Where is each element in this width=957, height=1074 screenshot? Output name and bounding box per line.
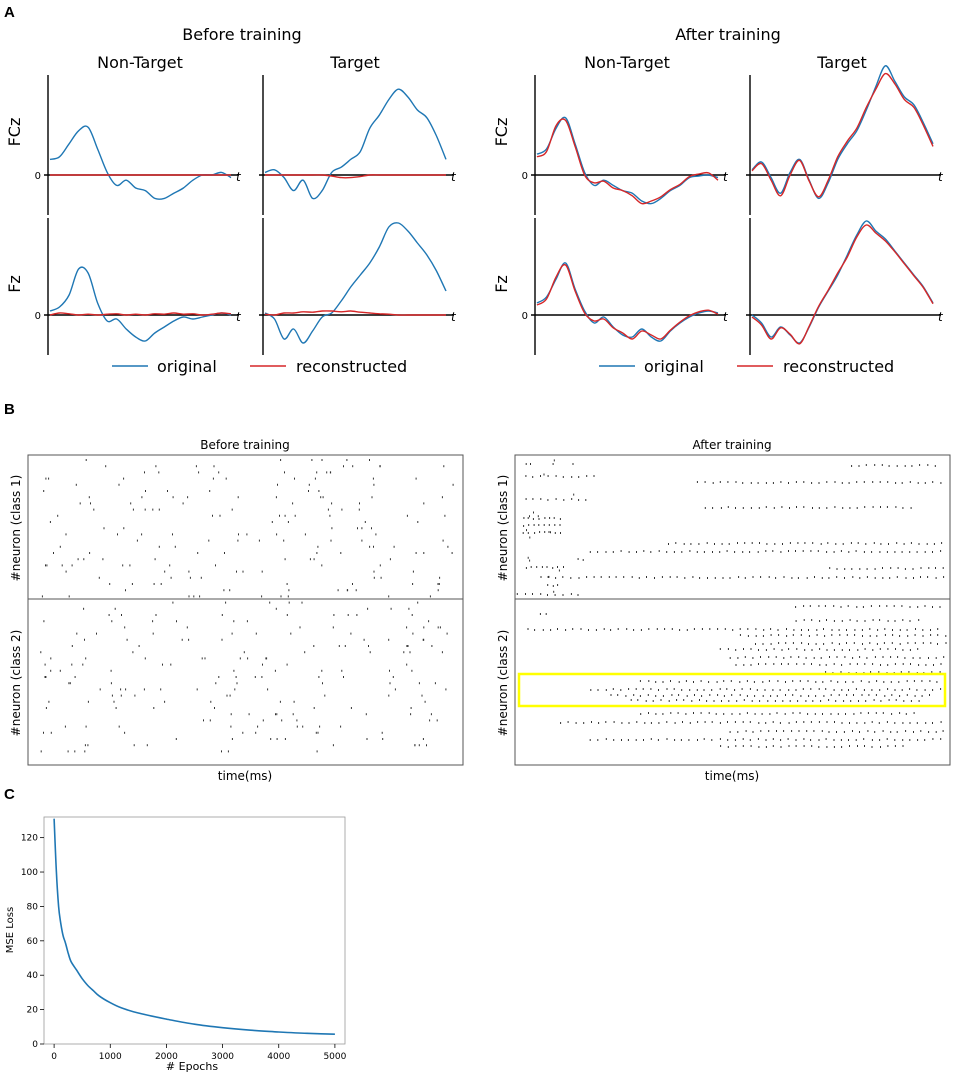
- erp-line-reconstructed-before-fz-nontarget: [49, 312, 232, 316]
- loss-ytick-label: 80: [27, 902, 39, 912]
- erp-line-original-after-fcz-nontarget: [536, 116, 719, 205]
- legend-label-reconstructed-after: reconstructed: [783, 357, 894, 376]
- channel-label-before-fz: Fz: [5, 275, 24, 293]
- erp-line-original-after-fcz-target: [751, 65, 934, 200]
- raster-ylabel-after-class1: #neuron (class 1): [496, 475, 510, 582]
- t-label-8: t: [938, 310, 944, 324]
- loss-xtick-label: 0: [51, 1052, 57, 1062]
- loss-ytick-label: 60: [27, 937, 39, 947]
- col-title-before-nontarget: Non-Target: [97, 53, 183, 72]
- zero-label-before-fz: 0: [35, 311, 41, 322]
- raster-title-after: After training: [692, 438, 771, 452]
- erp-line-original-before-fz-nontarget: [49, 266, 232, 342]
- legend-label-original-after: original: [644, 357, 704, 376]
- group-title-after: After training: [675, 25, 781, 44]
- channel-label-after-fcz: FCz: [492, 118, 511, 147]
- loss-ytick-label: 100: [21, 868, 38, 878]
- legend-before: original reconstructed: [112, 357, 407, 376]
- panel-b-raster: Before training After training #neuron (…: [9, 438, 951, 783]
- raster-title-before: Before training: [200, 438, 290, 452]
- loss-ytick-label: 0: [32, 1040, 38, 1050]
- raster-frame-after: [514, 454, 951, 766]
- loss-xtick-label: 5000: [323, 1052, 346, 1062]
- panel-label-a: A: [4, 4, 15, 21]
- loss-ylabel: MSE Loss: [5, 907, 16, 953]
- t-label-1: t: [236, 170, 242, 184]
- raster-frame-before: [27, 454, 464, 766]
- t-label-2: t: [451, 170, 457, 184]
- channel-label-after-fz: Fz: [492, 275, 511, 293]
- raster-ylabel-before-class2: #neuron (class 2): [9, 630, 23, 737]
- erp-line-original-before-fz-target: [264, 222, 447, 344]
- t-label-7: t: [723, 310, 729, 324]
- erp-line-reconstructed-after-fcz-nontarget: [536, 118, 719, 205]
- loss-ytick-label: 20: [27, 1006, 39, 1016]
- loss-xtick-label: 4000: [267, 1052, 290, 1062]
- group-title-before: Before training: [182, 25, 301, 44]
- zero-label-after-fcz: 0: [522, 171, 528, 182]
- erp-line-original-before-fcz-target: [264, 88, 447, 200]
- loss-series-line: [53, 818, 335, 1035]
- erp-line-reconstructed-before-fz-target: [264, 310, 446, 316]
- loss-ytick-label: 120: [21, 834, 38, 844]
- loss-axes-frame: [43, 816, 346, 1045]
- zero-label-before-fcz: 0: [35, 171, 41, 182]
- col-title-after-nontarget: Non-Target: [584, 53, 670, 72]
- panel-label-b: B: [4, 401, 15, 418]
- raster-xlabel-after: time(ms): [705, 769, 759, 783]
- t-label-5: t: [723, 170, 729, 184]
- loss-xtick-label: 1000: [99, 1052, 122, 1062]
- zero-label-after-fz: 0: [522, 311, 528, 322]
- t-label-3: t: [236, 310, 242, 324]
- erp-line-reconstructed-before-fcz-target: [265, 174, 446, 179]
- erp-line-original-after-fz-target: [751, 220, 934, 344]
- loss-xlabel: # Epochs: [166, 1060, 218, 1073]
- panel-a-erp: Before training After training Non-Targe…: [5, 25, 944, 376]
- loss-xtick-label: 3000: [211, 1052, 234, 1062]
- raster-spikes-after: [516, 459, 947, 748]
- legend-label-original-before: original: [157, 357, 217, 376]
- raster-ylabel-after-class2: #neuron (class 2): [496, 630, 510, 737]
- loss-xtick-label: 2000: [155, 1052, 178, 1062]
- raster-spikes-before: [40, 459, 454, 753]
- erp-line-original-after-fz-nontarget: [536, 262, 719, 342]
- legend-label-reconstructed-before: reconstructed: [296, 357, 407, 376]
- col-title-after-target: Target: [816, 53, 867, 72]
- panel-c-loss: 0 1000 2000 3000 4000 5000 0 20 40 60 80 100 120 MSE…: [5, 816, 347, 1073]
- highlight-box: [517, 672, 947, 708]
- raster-xlabel-before: time(ms): [218, 769, 272, 783]
- panel-label-c: C: [4, 786, 15, 803]
- erp-line-reconstructed-after-fz-target: [751, 224, 934, 345]
- erp-line-reconstructed-after-fz-nontarget: [536, 263, 719, 340]
- raster-ylabel-before-class1: #neuron (class 1): [9, 475, 23, 582]
- loss-ytick-label: 40: [27, 971, 39, 981]
- col-title-before-target: Target: [329, 53, 380, 72]
- t-label-4: t: [451, 310, 457, 324]
- erp-line-reconstructed-after-fcz-target: [751, 72, 934, 198]
- erp-line-original-before-fcz-nontarget: [49, 125, 232, 200]
- channel-label-before-fcz: FCz: [5, 118, 24, 147]
- t-label-6: t: [938, 170, 944, 184]
- legend-after: original reconstructed: [599, 357, 894, 376]
